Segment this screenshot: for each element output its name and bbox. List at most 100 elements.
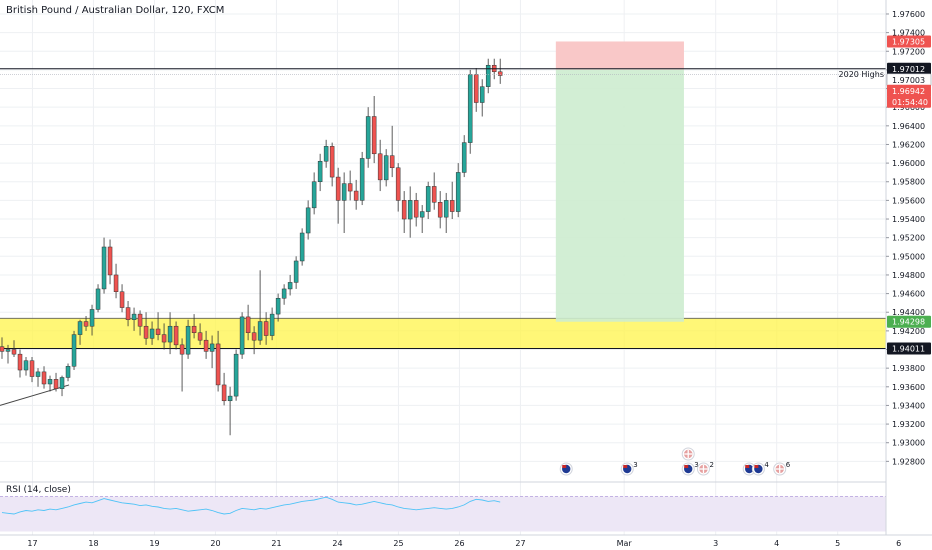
candle-body xyxy=(119,291,125,308)
candle xyxy=(245,304,251,341)
candle xyxy=(299,228,305,266)
au-flag-icon[interactable] xyxy=(559,462,573,476)
candle-body xyxy=(251,332,257,341)
time-tick-label: 20 xyxy=(210,539,220,548)
candle xyxy=(479,79,485,117)
candle-body xyxy=(401,200,407,220)
candle-body xyxy=(383,155,389,181)
candle xyxy=(17,349,23,378)
candle xyxy=(287,274,293,296)
price-tick-label: 1.96200 xyxy=(892,140,925,149)
candle xyxy=(59,375,65,397)
au-flag-icon[interactable]: 3 xyxy=(681,461,699,476)
candle-body xyxy=(143,325,149,339)
price-tick-label: 1.93200 xyxy=(892,420,925,429)
candle xyxy=(263,312,269,345)
support-price-badge: 1.94011 xyxy=(887,342,931,355)
rsi-line xyxy=(1,496,501,515)
price-tick-label: 1.95200 xyxy=(892,234,925,243)
candle xyxy=(365,107,371,168)
candle-body xyxy=(47,379,53,385)
candle-body xyxy=(29,360,35,377)
stop-loss-area[interactable] xyxy=(555,41,684,70)
support-zone-fill xyxy=(0,318,886,349)
gb-flag-icon[interactable]: 2 xyxy=(696,461,714,476)
time-tick-label: 21 xyxy=(271,539,281,548)
candle-body xyxy=(95,288,101,310)
candle xyxy=(197,323,203,345)
gb-flag-icon[interactable]: 6 xyxy=(773,461,791,476)
short-position-tool[interactable] xyxy=(555,41,684,322)
candle xyxy=(233,349,239,401)
candle xyxy=(413,192,419,227)
take-profit-area[interactable] xyxy=(555,69,684,322)
candle-body xyxy=(455,172,461,212)
candle-body xyxy=(437,202,443,218)
highs-price-badge-bg xyxy=(887,62,931,75)
support-zone xyxy=(0,317,886,349)
au-flag-icon[interactable]: 3 xyxy=(620,461,638,476)
candle-body xyxy=(179,344,185,355)
price-tick-label: 1.97600 xyxy=(892,10,925,19)
candle xyxy=(239,312,245,359)
candle xyxy=(281,284,287,305)
au-flag-canton xyxy=(562,465,567,468)
candle-body xyxy=(293,260,299,283)
candle xyxy=(497,58,503,84)
candle xyxy=(77,319,83,345)
candle-body xyxy=(0,346,5,352)
candle xyxy=(35,368,41,387)
candle xyxy=(71,330,77,371)
au-flag-canton xyxy=(684,465,689,468)
candle-body xyxy=(107,246,113,276)
candle xyxy=(251,326,257,355)
candle xyxy=(161,323,167,350)
candle-body xyxy=(449,200,455,212)
candle-body xyxy=(89,309,95,327)
au-flag-icon[interactable]: 4 xyxy=(751,461,769,476)
gb-flag-icon[interactable] xyxy=(681,447,695,461)
rsi-label: RSI (14, close) xyxy=(6,485,71,495)
price-tick-label: 1.93400 xyxy=(892,401,925,410)
candle xyxy=(341,172,347,234)
candle xyxy=(107,239,113,285)
candle xyxy=(149,321,155,345)
candle-body xyxy=(155,328,161,335)
candle xyxy=(41,366,47,389)
candle-body xyxy=(245,316,251,333)
candle xyxy=(335,167,341,224)
candle-body xyxy=(185,325,191,355)
price-tick-label: 1.95000 xyxy=(892,252,925,261)
candle-body xyxy=(125,307,131,320)
economic-events[interactable]: 3 3 2 4 6 xyxy=(559,447,791,476)
candle xyxy=(53,372,59,392)
horizontal-lines[interactable] xyxy=(0,68,886,75)
target-price-badge: 1.94298 xyxy=(887,315,931,328)
highs-label: 2020 Highs xyxy=(839,70,884,79)
time-axis[interactable]: 17 18 19 20 21 24 25 26 27 Mar 3 4 5 6 xyxy=(0,534,932,548)
candle-body xyxy=(347,183,353,192)
candle xyxy=(173,321,179,350)
candle xyxy=(461,135,467,178)
candle-body xyxy=(485,64,491,87)
candle-body xyxy=(341,183,347,201)
candle xyxy=(95,284,101,313)
time-tick-label: 6 xyxy=(896,539,901,548)
event-count: 2 xyxy=(709,461,713,469)
price-tick-label: 1.94200 xyxy=(892,327,925,336)
candle-body xyxy=(353,190,359,201)
candle xyxy=(5,344,11,364)
support-price-badge-bg xyxy=(887,342,931,355)
event-count: 6 xyxy=(786,461,791,469)
candle xyxy=(23,356,29,376)
candle xyxy=(0,337,5,359)
close-price-badge: 1.97003 xyxy=(886,73,932,87)
candle-body xyxy=(263,321,269,336)
candle xyxy=(371,96,377,164)
candle-body xyxy=(191,325,197,333)
price-tick-label: 1.97400 xyxy=(892,29,925,38)
au-flag-canton xyxy=(754,465,759,468)
candle xyxy=(143,312,149,345)
time-tick-label: Mar xyxy=(617,539,633,548)
